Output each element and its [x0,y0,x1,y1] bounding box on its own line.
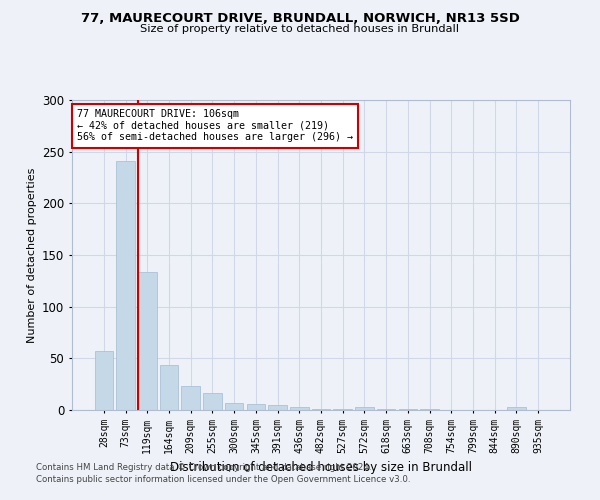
Bar [334,409,352,410]
Y-axis label: Number of detached properties: Number of detached properties [26,168,37,342]
Bar [290,407,308,410]
X-axis label: Distribution of detached houses by size in Brundall: Distribution of detached houses by size … [170,461,472,474]
Bar [507,407,526,410]
Bar [312,409,330,410]
Bar [377,409,395,410]
Text: 77, MAURECOURT DRIVE, BRUNDALL, NORWICH, NR13 5SD: 77, MAURECOURT DRIVE, BRUNDALL, NORWICH,… [80,12,520,26]
Bar [138,272,157,410]
Bar [225,403,244,410]
Text: Contains public sector information licensed under the Open Government Licence v3: Contains public sector information licen… [36,475,410,484]
Bar [160,364,178,410]
Bar [181,386,200,410]
Bar [116,161,135,410]
Bar [421,409,439,410]
Bar [203,394,221,410]
Text: 77 MAURECOURT DRIVE: 106sqm
← 42% of detached houses are smaller (219)
56% of se: 77 MAURECOURT DRIVE: 106sqm ← 42% of det… [77,110,353,142]
Bar [398,409,417,410]
Text: Contains HM Land Registry data © Crown copyright and database right 2024.: Contains HM Land Registry data © Crown c… [36,464,371,472]
Bar [95,351,113,410]
Bar [247,404,265,410]
Bar [355,407,374,410]
Bar [268,405,287,410]
Text: Size of property relative to detached houses in Brundall: Size of property relative to detached ho… [140,24,460,34]
